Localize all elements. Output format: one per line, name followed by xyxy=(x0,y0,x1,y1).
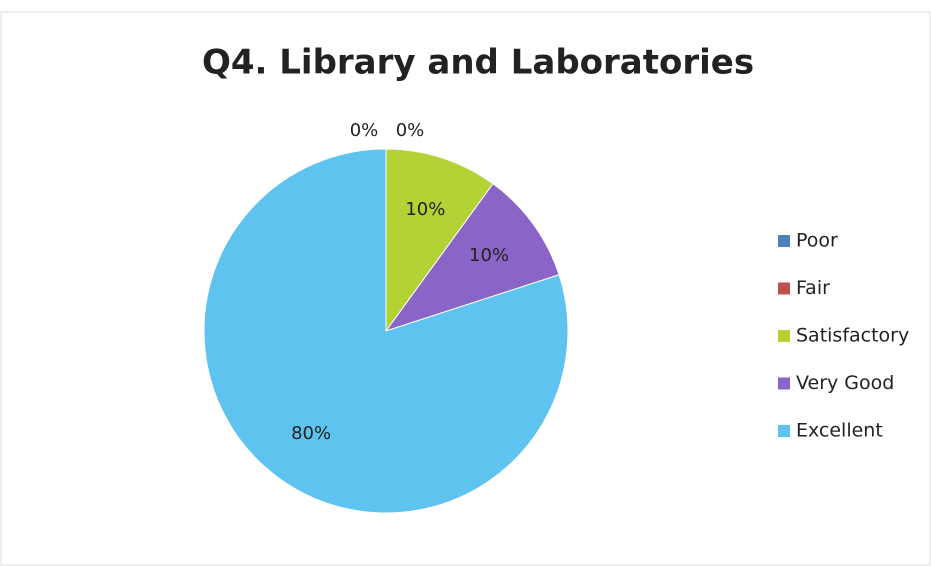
legend-swatch xyxy=(778,425,790,437)
data-label: 10% xyxy=(405,199,445,220)
pie-slice xyxy=(385,148,494,333)
legend-label: Poor xyxy=(796,230,838,252)
legend-swatch xyxy=(778,377,790,390)
data-label: 80% xyxy=(291,423,331,444)
pie-slice xyxy=(203,148,569,514)
data-label: 0% xyxy=(350,120,379,141)
pie-slice xyxy=(384,183,560,332)
data-label: 10% xyxy=(469,245,509,266)
legend-label: Excellent xyxy=(796,420,883,442)
legend-swatch xyxy=(778,235,790,247)
legend-label: Very Good xyxy=(796,372,894,394)
legend-swatch xyxy=(778,282,790,295)
legend-label: Fair xyxy=(796,277,830,299)
data-label: 0% xyxy=(396,120,425,141)
legend-swatch xyxy=(778,330,790,342)
chart-title: Q4. Library and Laboratories xyxy=(202,43,754,83)
legend-label: Satisfactory xyxy=(796,325,909,347)
